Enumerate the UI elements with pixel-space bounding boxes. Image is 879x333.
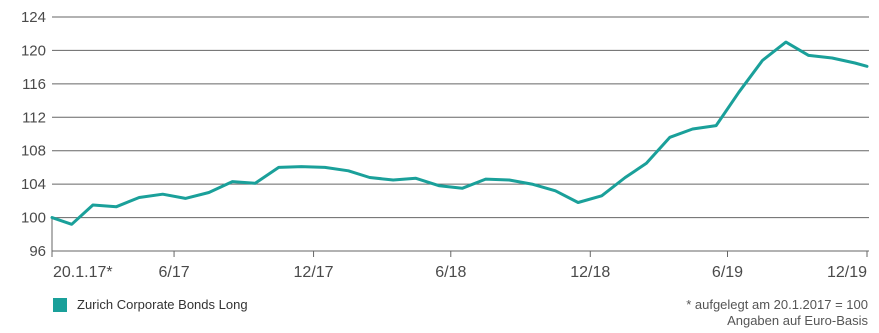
- footnote-launch: * aufgelegt am 20.1.2017 = 100: [686, 297, 868, 312]
- legend: Zurich Corporate Bonds Long: [53, 297, 248, 312]
- y-tick-label: 116: [22, 76, 46, 93]
- y-tick-label: 104: [21, 176, 46, 193]
- legend-swatch: [53, 297, 67, 312]
- x-tick-label: 12/19: [827, 264, 867, 281]
- x-tick-label: 6/18: [435, 264, 466, 281]
- x-tick-label: 6/19: [712, 264, 743, 281]
- series-line-0: [50, 40, 869, 226]
- x-tick-label: 20.1.17*: [53, 264, 113, 281]
- x-tick-label: 6/17: [158, 264, 189, 281]
- y-tick-label: 100: [21, 210, 46, 227]
- legend-label: Zurich Corporate Bonds Long: [77, 297, 248, 312]
- y-tick-label: 112: [22, 109, 46, 126]
- footnote-currency: Angaben auf Euro-Basis: [727, 313, 868, 328]
- x-tick-label: 12/17: [294, 264, 334, 281]
- y-tick-label: 124: [21, 9, 46, 26]
- y-tick-label: 120: [21, 42, 46, 59]
- y-tick-label: 108: [21, 143, 46, 160]
- y-tick-label: 96: [29, 243, 46, 260]
- footnotes: * aufgelegt am 20.1.2017 = 100 Angaben a…: [686, 297, 868, 329]
- x-tick-label: 12/18: [570, 264, 610, 281]
